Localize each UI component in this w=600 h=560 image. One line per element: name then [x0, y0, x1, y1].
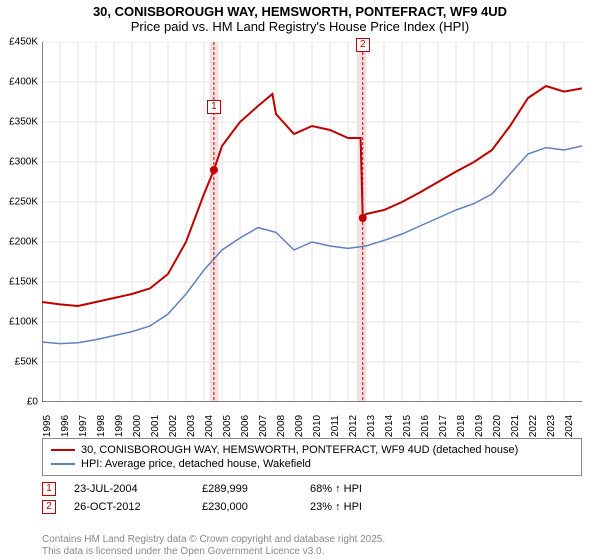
footer-line2: This data is licensed under the Open Gov…	[42, 546, 385, 558]
sale-date: 26-OCT-2012	[74, 501, 184, 513]
x-tick-label: 2010	[312, 415, 323, 437]
footer-attribution: Contains HM Land Registry data © Crown c…	[42, 534, 385, 558]
sale-row: 1 23-JUL-2004 £289,999 68% ↑ HPI	[42, 480, 582, 498]
x-tick-label: 2011	[330, 415, 341, 437]
sale-price: £230,000	[202, 501, 292, 513]
y-tick-label: £350K	[9, 117, 38, 128]
x-tick-label: 2002	[168, 415, 179, 437]
x-tick-label: 2008	[276, 415, 287, 437]
x-tick-label: 2023	[546, 415, 557, 437]
sale-marker-icon: 1	[42, 482, 56, 496]
legend-item: HPI: Average price, detached house, Wake…	[51, 457, 573, 471]
title-line2: Price paid vs. HM Land Registry's House …	[0, 19, 600, 34]
x-tick-label: 2006	[240, 415, 251, 437]
x-tick-label: 1998	[96, 415, 107, 437]
y-tick-label: £150K	[9, 277, 38, 288]
x-tick-label: 2013	[366, 415, 377, 437]
chart-area: £0£50K£100K£150K£200K£250K£300K£350K£400…	[42, 42, 582, 402]
x-tick-label: 2012	[348, 415, 359, 437]
x-tick-label: 1995	[42, 415, 53, 437]
chart-container: 30, CONISBOROUGH WAY, HEMSWORTH, PONTEFR…	[0, 0, 600, 560]
y-axis-labels: £0£50K£100K£150K£200K£250K£300K£350K£400…	[0, 42, 40, 402]
legend-swatch	[51, 463, 75, 465]
x-tick-label: 2021	[510, 415, 521, 437]
x-axis-labels: 1995199619971998199920002001200220032004…	[42, 402, 582, 430]
x-tick-label: 1996	[60, 415, 71, 437]
chart-svg	[42, 42, 582, 402]
legend: 30, CONISBOROUGH WAY, HEMSWORTH, PONTEFR…	[42, 438, 582, 476]
y-tick-label: £400K	[9, 77, 38, 88]
legend-item: 30, CONISBOROUGH WAY, HEMSWORTH, PONTEFR…	[51, 443, 573, 457]
x-tick-label: 1999	[114, 415, 125, 437]
y-tick-label: £50K	[15, 357, 38, 368]
y-tick-label: £200K	[9, 237, 38, 248]
y-tick-label: £100K	[9, 317, 38, 328]
x-tick-label: 2001	[150, 415, 161, 437]
x-tick-label: 1997	[78, 415, 89, 437]
footer-line1: Contains HM Land Registry data © Crown c…	[42, 534, 385, 546]
x-tick-label: 2003	[186, 415, 197, 437]
x-tick-label: 2005	[222, 415, 233, 437]
x-tick-label: 2014	[384, 415, 395, 437]
x-tick-label: 2004	[204, 415, 215, 437]
legend-swatch	[51, 449, 75, 451]
x-tick-label: 2024	[564, 415, 575, 437]
x-tick-label: 2020	[492, 415, 503, 437]
x-tick-label: 2017	[438, 415, 449, 437]
x-tick-label: 2009	[294, 415, 305, 437]
sale-marker-icon: 2	[42, 500, 56, 514]
sales-table: 1 23-JUL-2004 £289,999 68% ↑ HPI 2 26-OCT-201…	[42, 480, 582, 516]
legend-label: HPI: Average price, detached house, Wake…	[81, 458, 311, 470]
sale-row: 2 26-OCT-2012 £230,000 23% ↑ HPI	[42, 498, 582, 516]
x-tick-label: 2007	[258, 415, 269, 437]
x-tick-label: 2019	[474, 415, 485, 437]
sale-price: £289,999	[202, 483, 292, 495]
y-tick-label: £0	[27, 397, 38, 408]
x-tick-label: 2022	[528, 415, 539, 437]
sale-marker-1: 1	[207, 100, 221, 114]
sale-marker-2: 2	[356, 38, 370, 52]
y-tick-label: £300K	[9, 157, 38, 168]
y-tick-label: £250K	[9, 197, 38, 208]
title-line1: 30, CONISBOROUGH WAY, HEMSWORTH, PONTEFR…	[0, 4, 600, 19]
legend-label: 30, CONISBOROUGH WAY, HEMSWORTH, PONTEFR…	[81, 444, 518, 456]
x-tick-label: 2018	[456, 415, 467, 437]
y-tick-label: £450K	[9, 37, 38, 48]
sale-hpi: 23% ↑ HPI	[310, 501, 400, 513]
x-tick-label: 2015	[402, 415, 413, 437]
x-tick-label: 2016	[420, 415, 431, 437]
sale-date: 23-JUL-2004	[74, 483, 184, 495]
sale-hpi: 68% ↑ HPI	[310, 483, 400, 495]
x-tick-label: 2000	[132, 415, 143, 437]
chart-title: 30, CONISBOROUGH WAY, HEMSWORTH, PONTEFR…	[0, 0, 600, 36]
